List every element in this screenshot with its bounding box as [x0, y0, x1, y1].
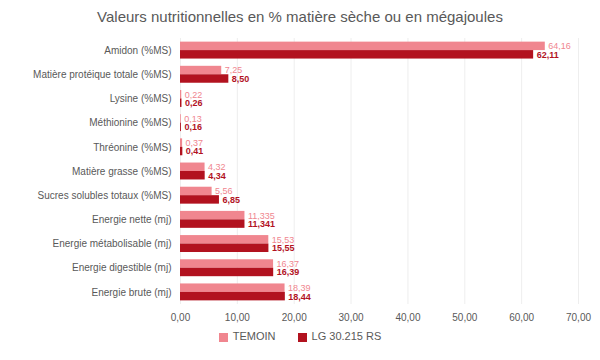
svg-text:Energie digestible (mj): Energie digestible (mj): [72, 262, 172, 273]
svg-text:18,39: 18,39: [288, 283, 311, 294]
svg-text:64,16: 64,16: [548, 41, 571, 52]
svg-text:20,00: 20,00: [282, 312, 307, 323]
svg-text:40,00: 40,00: [395, 312, 420, 323]
svg-text:60,00: 60,00: [509, 312, 534, 323]
svg-text:18,44: 18,44: [288, 292, 311, 302]
svg-text:0,00: 0,00: [171, 312, 191, 323]
svg-text:Energie brute (mj): Energie brute (mj): [91, 287, 171, 298]
svg-text:0,13: 0,13: [184, 113, 202, 124]
svg-text:4,34: 4,34: [208, 171, 226, 181]
html-text:Valeurs nutritionnelles en % m: Valeurs nutritionnelles en % matière sèc…: [97, 8, 503, 25]
svg-text:Sucres solubles totaux (%MS): Sucres solubles totaux (%MS): [38, 190, 172, 201]
svg-text:Amidon (%MS): Amidon (%MS): [104, 45, 171, 56]
svg-text:11,335: 11,335: [247, 210, 275, 221]
svg-text:0,41: 0,41: [186, 146, 204, 156]
svg-text:Matière protéique totale (%MS): Matière protéique totale (%MS): [33, 69, 171, 80]
svg-text:6,85: 6,85: [222, 195, 240, 205]
svg-text:70,00: 70,00: [566, 312, 591, 323]
svg-text:Matière grasse (%MS): Matière grasse (%MS): [72, 166, 171, 177]
svg-text:0,16: 0,16: [184, 122, 202, 132]
svg-text:11,341: 11,341: [248, 219, 275, 229]
svg-text:0,22: 0,22: [184, 89, 203, 100]
svg-text:62,11: 62,11: [537, 50, 559, 60]
svg-text:0,37: 0,37: [185, 138, 204, 148]
svg-text:10,00: 10,00: [225, 312, 250, 323]
svg-text:7,25: 7,25: [224, 65, 243, 76]
svg-text:5,56: 5,56: [215, 186, 233, 197]
svg-text:4,32: 4,32: [208, 162, 226, 173]
svg-text:8,50: 8,50: [232, 74, 250, 84]
svg-text:Méthionine (%MS): Méthionine (%MS): [89, 117, 171, 128]
svg-text:Energie métabolisable (mj): Energie métabolisable (mj): [53, 238, 172, 249]
html-text:LG 30.215 RS: LG 30.215 RS: [311, 330, 382, 342]
svg-text:15,53: 15,53: [271, 234, 295, 245]
svg-text:Lysine (%MS): Lysine (%MS): [110, 93, 172, 104]
svg-text:Thréonine (%MS): Thréonine (%MS): [93, 142, 171, 153]
svg-text:0,26: 0,26: [185, 98, 203, 108]
svg-text:16,39: 16,39: [277, 267, 300, 277]
svg-text:30,00: 30,00: [339, 312, 364, 323]
svg-text:16,37: 16,37: [276, 258, 300, 269]
svg-text:Energie nette (mj): Energie nette (mj): [92, 214, 171, 225]
svg-text:15,55: 15,55: [272, 243, 295, 253]
html-text:TEMOIN: TEMOIN: [232, 330, 276, 342]
svg-text:50,00: 50,00: [452, 312, 477, 323]
